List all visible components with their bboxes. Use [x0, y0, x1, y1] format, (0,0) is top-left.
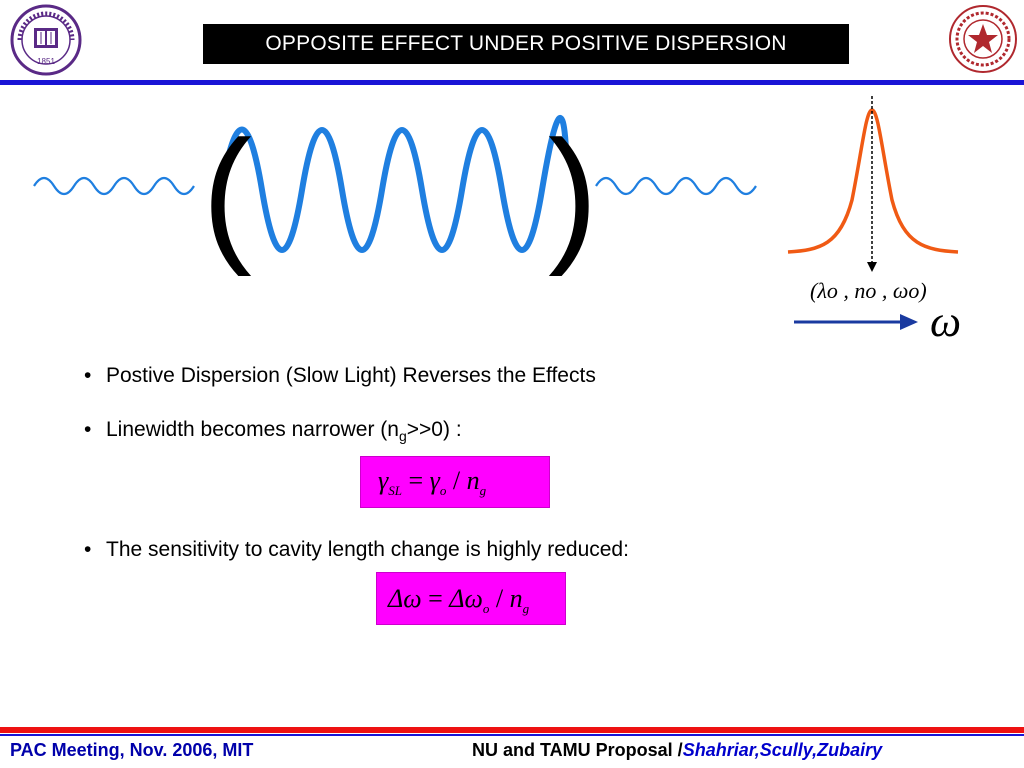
incoming-wave	[33, 176, 195, 196]
northwestern-seal-icon: 1851	[10, 4, 82, 76]
wave-diagram	[33, 96, 959, 330]
formula-1: γSL = γo / ng	[378, 466, 487, 499]
bullet-2: • Linewidth becomes narrower (ng>>0) :	[84, 418, 462, 444]
top-divider	[0, 80, 1024, 85]
outgoing-wave	[595, 176, 757, 196]
formula-box-2	[376, 572, 566, 625]
bullet-1: • Postive Dispersion (Slow Light) Reverse…	[84, 364, 596, 388]
footer-proposal: NU and TAMU Proposal /Shahriar,Scully,Zu…	[472, 740, 882, 761]
omega-axis-arrowhead	[900, 314, 918, 330]
peak-marker-arrowhead	[867, 262, 877, 272]
bullet-dot: •	[84, 538, 92, 561]
bullet-2-text-after: >>0) :	[406, 418, 462, 441]
omega-axis-label: ω	[930, 297, 962, 346]
bullet-dot: •	[84, 364, 92, 387]
bullet-2-text-before: Linewidth becomes narrower (n	[106, 418, 399, 441]
bullet-3-text: The sensitivity to cavity length change …	[106, 538, 629, 561]
footer-divider-blue	[0, 734, 1024, 736]
resonance-peak	[787, 108, 959, 254]
left-parenthesis: (	[202, 109, 252, 277]
slide-title: OPPOSITE EFFECT UNDER POSITIVE DISPERSIO…	[203, 24, 849, 64]
bullet-3: • The sensitivity to cavity length change…	[84, 538, 629, 562]
bullet-dot: •	[84, 418, 92, 441]
bullet-1-text: Postive Dispersion (Slow Light) Reverses…	[106, 364, 596, 387]
footer-divider-red	[0, 727, 1024, 733]
formula-box-1	[360, 456, 550, 508]
svg-text:1851: 1851	[37, 57, 55, 66]
texas-am-seal-icon	[949, 5, 1017, 73]
footer-authors: Shahriar,Scully,Zubairy	[682, 740, 883, 760]
peak-label: (λo , no , ωo)	[810, 278, 927, 303]
cavity-wave	[219, 115, 569, 253]
footer-meeting: PAC Meeting, Nov. 2006, MIT	[10, 740, 254, 760]
footer-proposal-title: NU and TAMU Proposal /	[472, 740, 683, 760]
right-parenthesis: )	[548, 109, 598, 277]
formula-2: Δω = Δωo / ng	[388, 584, 530, 617]
bullet-2-sub: g	[398, 428, 407, 445]
